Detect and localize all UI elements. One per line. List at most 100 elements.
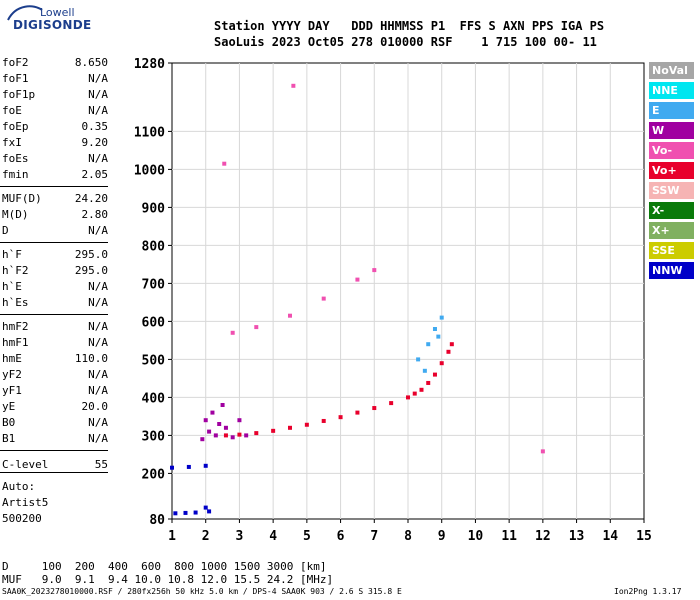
param-name: foEs [2, 152, 29, 165]
data-point [271, 428, 276, 433]
data-point [338, 415, 343, 420]
data-point [372, 406, 377, 411]
param-row: foEs N/A [0, 152, 108, 168]
param-value: N/A [88, 384, 108, 397]
param-value: 110.0 [74, 352, 108, 365]
param-row: h`F 295.0 [0, 248, 108, 264]
param-name: foEp [2, 120, 29, 133]
param-name: D [2, 224, 9, 237]
data-point [540, 449, 545, 454]
x-tick-label: 8 [404, 529, 412, 544]
param-value: 24.20 [74, 192, 108, 205]
legend-item: SSE [649, 242, 694, 259]
x-tick-label: 4 [269, 529, 277, 544]
y-tick-label: 80 [149, 513, 165, 528]
data-point [222, 161, 227, 166]
y-tick-label: 700 [142, 277, 166, 292]
param-value: N/A [88, 336, 108, 349]
lowell-logo-swoosh [7, 5, 43, 21]
param-row: Auto: [0, 480, 108, 496]
param-name: Artist5 [2, 496, 49, 509]
x-tick-label: 9 [438, 529, 446, 544]
data-point [426, 342, 431, 347]
param-row: B1 N/A [0, 432, 108, 448]
param-name: yF1 [2, 384, 22, 397]
param-name: foF1p [2, 88, 36, 101]
distance-row: D 100 200 400 600 800 1000 1500 3000 [km… [2, 560, 327, 573]
x-tick-label: 10 [468, 529, 484, 544]
data-point [254, 431, 259, 436]
data-point [173, 511, 178, 516]
param-row: foF2 8.650 [0, 56, 108, 72]
param-value: N/A [88, 224, 108, 237]
param-value: N/A [88, 72, 108, 85]
x-tick-label: 12 [535, 529, 551, 544]
param-value: N/A [88, 104, 108, 117]
data-point [422, 368, 427, 373]
param-row: B0 N/A [0, 416, 108, 432]
data-point [321, 418, 326, 423]
x-tick-label: 7 [370, 529, 378, 544]
data-point [254, 325, 259, 330]
param-row: yF1 N/A [0, 384, 108, 400]
data-point [432, 327, 437, 331]
y-tick-label: 1100 [134, 125, 165, 140]
param-name: fmin [2, 168, 29, 181]
param-row: hmE 110.0 [0, 352, 108, 368]
param-name: yE [2, 400, 16, 413]
data-point [288, 425, 292, 430]
legend-item: NoVal [649, 62, 694, 79]
param-row: yE 20.0 [0, 400, 108, 416]
legend-item: Vo+ [649, 162, 694, 179]
legend-item: SSW [649, 182, 694, 199]
data-point [439, 315, 444, 320]
param-value: 295.0 [74, 264, 108, 277]
data-point [200, 437, 205, 442]
param-name: hmF1 [2, 336, 29, 349]
param-separator [0, 186, 108, 187]
legend-item: Vo- [649, 142, 694, 159]
data-point [183, 510, 188, 515]
param-row: MUF(D) 24.20 [0, 192, 108, 208]
x-tick-label: 15 [636, 529, 652, 544]
param-name: C-level [2, 458, 49, 471]
header-columns: Station YYYY DAY DDD HHMMSS P1 FFS S AXN… [214, 19, 605, 33]
param-row: foF1 N/A [0, 72, 108, 88]
x-tick-label: 2 [202, 529, 210, 544]
data-point [230, 435, 235, 440]
param-value: N/A [88, 88, 108, 101]
data-point [406, 395, 410, 400]
data-point [207, 429, 212, 434]
param-separator [0, 472, 108, 473]
param-name: h`F2 [2, 264, 29, 277]
version-label: Ion2Png 1.3.17 [614, 587, 682, 596]
param-value: N/A [88, 296, 108, 309]
param-value: 0.35 [81, 120, 109, 133]
y-tick-label: 1000 [134, 163, 165, 178]
logo-digisonde-text: DIGISONDE [13, 18, 92, 32]
param-separator [0, 314, 108, 315]
param-row: Artist5 [0, 496, 108, 512]
x-tick-label: 3 [236, 529, 244, 544]
y-tick-label: 300 [142, 429, 166, 444]
data-point [446, 349, 451, 354]
param-name: foF2 [2, 56, 29, 69]
header-values: SaoLuis 2023 Oct05 278 010000 RSF 1 715 … [214, 35, 597, 49]
param-name: MUF(D) [2, 192, 42, 205]
data-point [419, 387, 424, 392]
data-point [355, 277, 360, 282]
data-point [288, 313, 292, 318]
param-name: foE [2, 104, 22, 117]
param-value: N/A [88, 416, 108, 429]
data-point [207, 509, 212, 514]
param-name: hmF2 [2, 320, 29, 333]
param-name: Auto: [2, 480, 36, 493]
data-point [237, 418, 242, 423]
y-tick-label: 1280 [134, 57, 165, 72]
legend-item: NNE [649, 82, 694, 99]
param-name: yF2 [2, 368, 22, 381]
param-name: h`E [2, 280, 22, 293]
data-point [432, 372, 437, 377]
data-point [193, 510, 198, 515]
y-tick-label: 500 [142, 353, 166, 368]
